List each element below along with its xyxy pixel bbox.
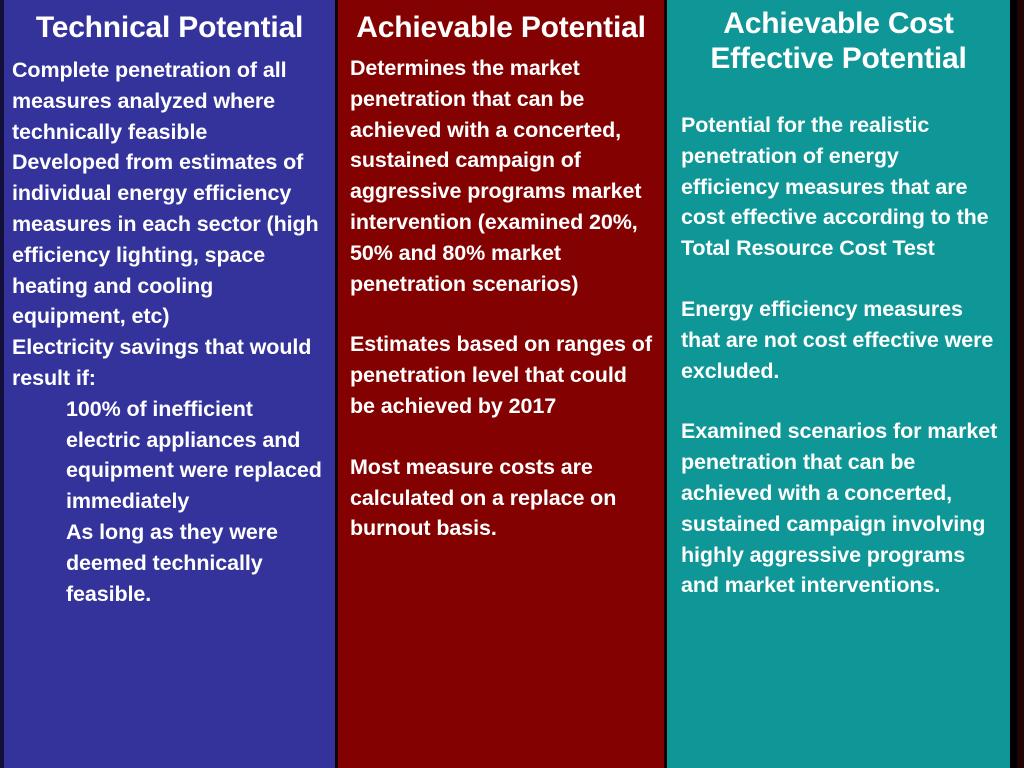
paragraph: Examined scenarios for market penetratio… — [681, 419, 998, 598]
paragraph: Energy efficiency measures that are not … — [681, 296, 994, 383]
paragraph: Developed from estimates of individual e… — [12, 150, 319, 329]
column-title-achievable-cost-effective-potential: Achievable Cost Effective Potential — [710, 7, 967, 75]
paragraph: Potential for the realistic penetration … — [681, 113, 989, 261]
column-achievable-potential: Achievable Potential Determines the mark… — [338, 0, 667, 768]
paragraph: Estimates based on ranges of penetration… — [350, 332, 652, 418]
paragraph: Most measure costs are calculated on a r… — [350, 454, 617, 541]
column-achievable-cost-effective-potential: Achievable Cost Effective Potential Pote… — [667, 0, 1017, 768]
column-body-achievable-potential: Determines the market penetration that c… — [338, 53, 664, 544]
column-body-technical-potential: Complete penetration of all measures ana… — [4, 55, 335, 609]
paragraph: Determines the market penetration that c… — [350, 56, 642, 296]
sub-bullet-item: As long as they were deemed technically … — [66, 519, 278, 606]
column-technical-potential: Technical Potential Complete penetration… — [0, 0, 338, 768]
column-title-technical-potential: Technical Potential — [35, 11, 304, 44]
paragraph: Complete penetration of all measures ana… — [12, 58, 287, 144]
paragraph: Electricity savings that would result if… — [12, 335, 312, 390]
column-body-achievable-cost-effective-potential: Potential for the realistic penetration … — [667, 110, 1010, 601]
sub-bullet-item: 100% of inefficient electric appliances … — [66, 396, 322, 514]
sub-bullet-list: 100% of inefficient electric appliances … — [12, 394, 327, 610]
column-title-achievable-potential: Achievable Potential — [356, 11, 646, 44]
